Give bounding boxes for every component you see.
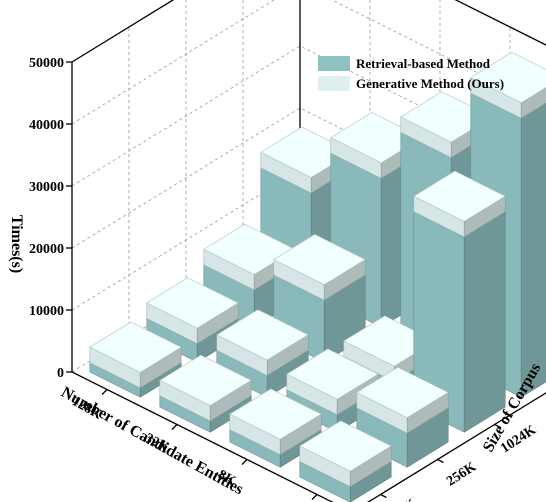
bar-generative-face-top — [229, 388, 322, 440]
z-tick-label: 50000 — [29, 56, 64, 71]
legend-swatch-generative — [318, 76, 350, 91]
bar-generative — [286, 348, 379, 416]
bar-generative-face-top — [159, 354, 252, 406]
bar-generative-face-top — [356, 366, 449, 418]
bar-generative-face-top — [286, 348, 379, 400]
y-tick-mark — [494, 423, 501, 429]
x-tick-mark — [101, 389, 108, 395]
x-tick-mark — [241, 459, 248, 465]
bar-generative — [159, 354, 252, 422]
z-tick-label: 40000 — [29, 118, 64, 133]
legend: Retrieval-based Method Generative Method… — [318, 56, 504, 91]
y-tick-label: 64K — [390, 496, 419, 502]
bars — [89, 51, 546, 502]
y-tick-label: 256K — [444, 460, 479, 490]
z-axis-title: Times(s) — [8, 215, 25, 273]
bar-generative-face-right — [520, 87, 546, 119]
bar-generative-face-top — [146, 277, 239, 329]
bar-generative — [413, 170, 506, 238]
legend-swatch-retrieval — [318, 56, 350, 71]
bar-generative — [356, 366, 449, 434]
bar-generative — [229, 388, 322, 456]
bar-generative — [89, 321, 182, 389]
z-tick-label: 30000 — [29, 180, 64, 195]
y-tick-mark — [380, 493, 387, 499]
bar-generative — [299, 420, 392, 488]
x-tick-mark — [311, 494, 318, 500]
y-tick-mark — [437, 458, 444, 464]
bar-retrieval-face-right — [520, 102, 546, 398]
bar-generative-face-top — [413, 170, 506, 222]
top-frame — [71, 0, 546, 63]
bar-generative-face-top — [89, 321, 182, 373]
legend-label-generative: Generative Method (Ours) — [356, 76, 504, 91]
bar-generative-face-top — [216, 309, 309, 361]
floor-axes — [71, 62, 546, 502]
x-tick-mark — [171, 424, 178, 430]
legend-label-retrieval: Retrieval-based Method — [356, 56, 491, 71]
bar-generative-face-top — [273, 233, 366, 286]
z-tick-label: 20000 — [29, 242, 64, 257]
z-tick-label: 0 — [57, 366, 64, 381]
bar-generative — [273, 233, 366, 301]
bar-generative — [146, 277, 239, 345]
bar-retrieval-face-right — [463, 211, 506, 433]
bar-generative-face-top — [299, 420, 392, 472]
bar-generative-face-top — [470, 51, 546, 104]
bar-generative — [470, 51, 546, 119]
z-tick-label: 10000 — [29, 304, 64, 319]
bar-generative — [216, 309, 309, 377]
